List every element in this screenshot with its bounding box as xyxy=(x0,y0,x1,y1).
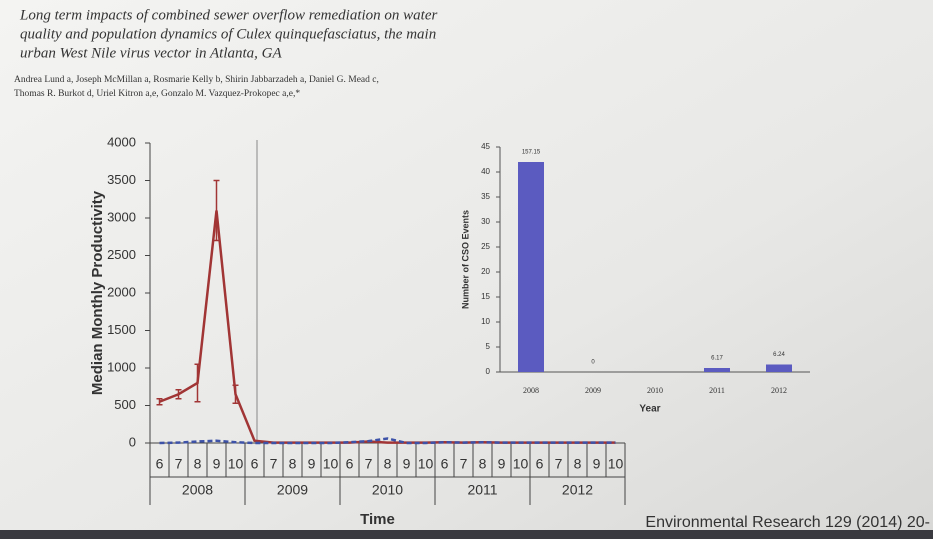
y-axis-label: Number of CSO Events xyxy=(460,210,470,309)
y-tick-label: 15 xyxy=(481,292,490,301)
x-tick-label: 10 xyxy=(228,456,244,472)
x-tick-label: 2010 xyxy=(647,386,663,395)
x-tick-label: 10 xyxy=(608,456,624,472)
x-tick-label: 9 xyxy=(403,456,411,472)
x-tick-label: 6 xyxy=(251,456,259,472)
x-tick-label: 8 xyxy=(194,456,202,472)
y-tick-label: 0 xyxy=(486,367,491,376)
error-bar xyxy=(213,179,220,242)
x-axis-label: Year xyxy=(639,404,660,415)
x-tick-label: 6 xyxy=(156,456,164,472)
error-bar xyxy=(175,389,182,400)
citation: Environmental Research 129 (2014) 20- xyxy=(645,514,930,531)
x-tick-label: 9 xyxy=(213,456,221,472)
bar-annotation: 0 xyxy=(591,360,595,366)
x-tick-label: 7 xyxy=(365,456,373,472)
title: Long term impacts of combined sewer over… xyxy=(19,7,437,61)
x-axis-label: Time xyxy=(360,511,395,528)
group-label: 2008 xyxy=(182,482,213,498)
y-tick-label: 4000 xyxy=(107,134,136,149)
title-line: quality and population dynamics of Culex… xyxy=(20,26,436,42)
y-tick-label: 3500 xyxy=(107,172,136,187)
x-tick-label: 9 xyxy=(498,456,506,472)
x-tick-label: 6 xyxy=(536,456,544,472)
title-line: Long term impacts of combined sewer over… xyxy=(19,7,437,23)
group-label: 2009 xyxy=(277,482,308,498)
x-tick-label: 6 xyxy=(346,456,354,472)
error-bar xyxy=(194,363,201,403)
x-tick-label: 8 xyxy=(289,456,297,472)
x-tick-label: 10 xyxy=(513,456,529,472)
y-tick-label: 5 xyxy=(486,342,491,351)
error-bar xyxy=(232,384,239,404)
y-tick-label: 2500 xyxy=(107,247,136,262)
x-tick-label: 8 xyxy=(479,456,487,472)
bar xyxy=(704,368,730,372)
bar-annotation: 157.15 xyxy=(522,150,541,156)
y-tick-label: 20 xyxy=(481,267,490,276)
y-axis-label: Median Monthly Productivity xyxy=(89,190,106,395)
x-tick-label: 9 xyxy=(308,456,316,472)
x-tick-label: 2011 xyxy=(709,386,725,395)
x-tick-label: 7 xyxy=(460,456,468,472)
title-line: urban West Nile virus vector in Atlanta,… xyxy=(20,45,282,61)
x-tick-label: 9 xyxy=(593,456,601,472)
bar xyxy=(766,364,792,372)
x-tick-label: 6 xyxy=(441,456,449,472)
series-line xyxy=(159,437,616,445)
y-tick-label: 1500 xyxy=(107,322,136,337)
y-tick-label: 2000 xyxy=(107,284,136,299)
x-tick-label: 7 xyxy=(555,456,563,472)
x-tick-label: 2008 xyxy=(523,386,539,395)
bar-annotation: 6.17 xyxy=(711,356,723,362)
x-tick-label: 2009 xyxy=(585,386,601,395)
x-tick-label: 7 xyxy=(270,456,278,472)
authors: Andrea Lund a, Joseph McMillan a, Rosmar… xyxy=(14,75,379,85)
x-tick-label: 10 xyxy=(418,456,434,472)
y-tick-label: 10 xyxy=(481,317,490,326)
x-tick-label: 2012 xyxy=(771,386,787,395)
group-label: 2011 xyxy=(467,482,497,498)
y-tick-label: 1000 xyxy=(107,359,136,374)
y-tick-label: 0 xyxy=(129,434,136,449)
bar xyxy=(518,162,544,372)
y-tick-label: 500 xyxy=(114,397,136,412)
y-tick-label: 40 xyxy=(481,167,490,176)
bar-annotation: 6.24 xyxy=(773,352,785,358)
y-tick-label: 3000 xyxy=(107,209,136,224)
y-tick-label: 35 xyxy=(481,192,490,201)
y-tick-label: 25 xyxy=(481,242,490,251)
bottom-edge xyxy=(0,530,933,539)
group-label: 2010 xyxy=(372,482,403,498)
x-tick-label: 8 xyxy=(574,456,582,472)
authors: Thomas R. Burkot d, Uriel Kitron a,e, Go… xyxy=(14,89,300,99)
y-tick-label: 30 xyxy=(481,217,490,226)
group-label: 2012 xyxy=(562,482,593,498)
x-tick-label: 8 xyxy=(384,456,392,472)
x-tick-label: 10 xyxy=(323,456,339,472)
error-bar xyxy=(156,398,163,406)
x-tick-label: 7 xyxy=(175,456,183,472)
y-tick-label: 45 xyxy=(481,142,490,151)
